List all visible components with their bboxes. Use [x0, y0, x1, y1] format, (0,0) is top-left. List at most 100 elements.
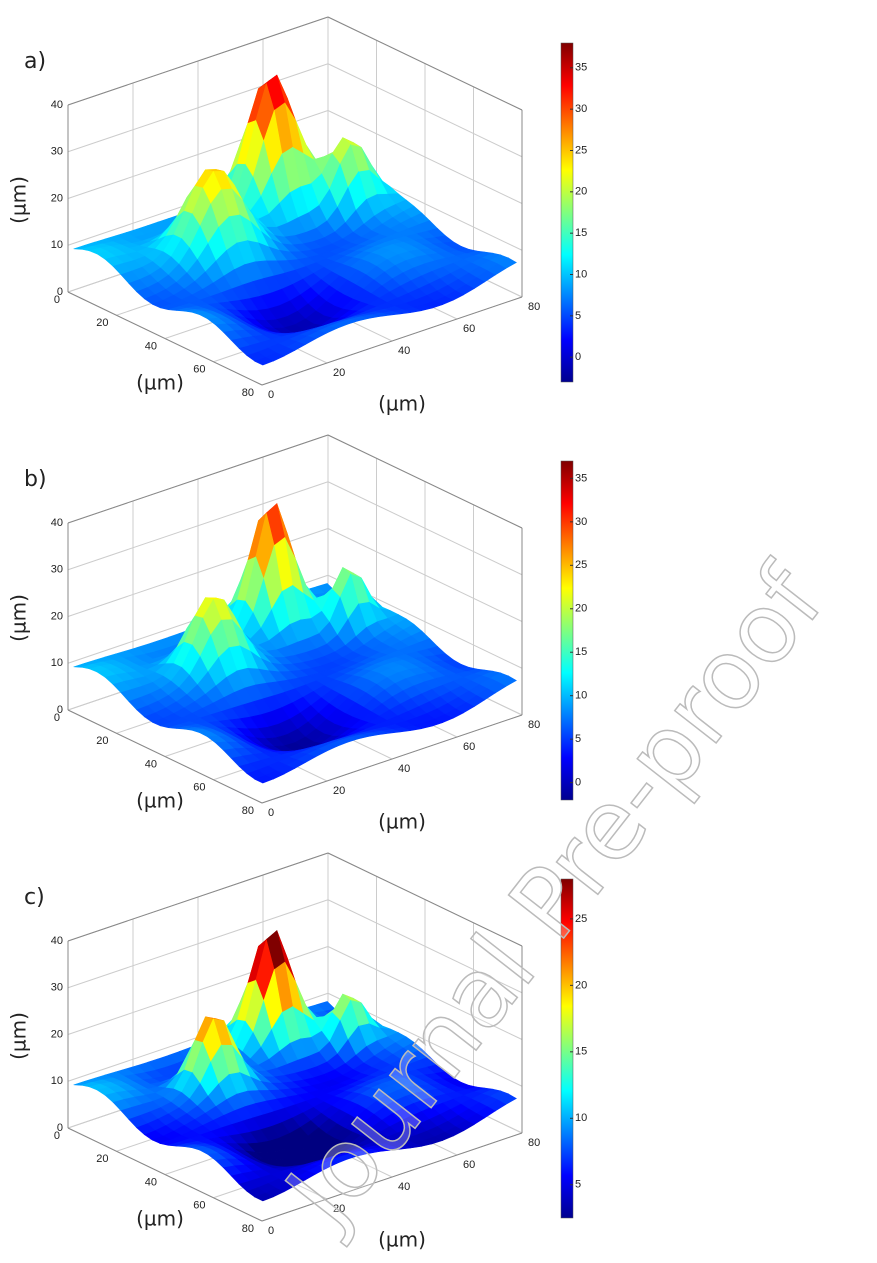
colorbar-tick-label: 35 [575, 62, 587, 74]
axis-line [261, 714, 523, 804]
colorbar-tick-label: 0 [575, 351, 581, 363]
z-tick-label: 40 [51, 517, 63, 529]
axis-line [327, 434, 523, 529]
x-tick-label: 60 [193, 1200, 205, 1212]
z-tick-label: 30 [51, 564, 63, 576]
colorbar-tick-label: 15 [575, 227, 587, 239]
colorbar-tick-label: 10 [575, 268, 587, 280]
x-axis-label: (µm) [136, 371, 184, 395]
z-tick-label: 20 [51, 1028, 63, 1040]
colorbar-tick-label: 30 [575, 516, 587, 528]
colorbar-tick-label: 5 [575, 733, 581, 745]
colorbar-tick-label: 20 [575, 979, 587, 991]
y-tick-label: 40 [398, 763, 410, 775]
axis-line [67, 1127, 263, 1222]
x-tick-label: 40 [145, 340, 157, 352]
x-tick-label: 0 [54, 712, 60, 724]
y-tick-label: 0 [268, 807, 274, 819]
y-tick-label: 40 [398, 1181, 410, 1193]
surface-patch [254, 1192, 275, 1202]
x-tick-label: 60 [193, 782, 205, 794]
axis-line [67, 291, 263, 386]
colorbar-tick-label: 20 [575, 603, 587, 615]
colorbar-tick-label: 25 [575, 559, 587, 571]
axis-line [67, 16, 329, 106]
colorbar-tick-label: 30 [575, 103, 587, 115]
colorbar [560, 878, 574, 1219]
y-tick-label: 0 [268, 1225, 274, 1237]
surface [73, 930, 517, 1202]
z-tick-label: 0 [57, 704, 63, 716]
y-tick-label: 0 [268, 389, 274, 401]
colorbar-tick-label: 20 [575, 186, 587, 198]
axis-line [327, 852, 523, 947]
axis-line [67, 709, 263, 804]
axis-line [67, 852, 329, 942]
panel-label: a) [24, 49, 46, 74]
colorbar-tick-label: 15 [575, 1046, 587, 1058]
x-axis-label: (µm) [136, 1207, 184, 1231]
y-axis-label: (µm) [378, 392, 426, 416]
y-axis-label: (µm) [378, 810, 426, 834]
x-tick-label: 80 [242, 1223, 254, 1235]
surface-patch [254, 775, 275, 784]
colorbar-tick-label: 5 [575, 1179, 581, 1191]
colorbar-tick-label: 25 [575, 913, 587, 925]
z-tick-label: 10 [51, 657, 63, 669]
z-tick-label: 10 [51, 1075, 63, 1087]
z-axis-label: (µm) [7, 176, 31, 224]
colorbar-tick-label: 10 [575, 690, 587, 702]
y-tick-label: 20 [333, 367, 345, 379]
y-tick-label: 60 [463, 741, 475, 753]
surface [73, 74, 517, 366]
x-tick-label: 80 [242, 387, 254, 399]
z-axis-label: (µm) [7, 1012, 31, 1060]
x-tick-label: 40 [145, 758, 157, 770]
x-tick-label: 80 [242, 805, 254, 817]
y-tick-label: 60 [463, 1159, 475, 1171]
surface-plot: 0 10 20 30 40 0 20 40 60 80 0 20 40 60 80 0 5 10 15 20 25 30 3… [7, 16, 587, 416]
y-axis-label: (µm) [378, 1228, 426, 1252]
z-tick-label: 0 [57, 286, 63, 298]
z-tick-label: 30 [51, 146, 63, 158]
y-tick-label: 80 [528, 719, 540, 731]
colorbar-tick-label: 35 [575, 472, 587, 484]
panel-label: b) [24, 467, 47, 492]
colorbar-tick-label: 5 [575, 310, 581, 322]
x-tick-label: 20 [96, 1153, 108, 1165]
y-tick-label: 40 [398, 345, 410, 357]
colorbar [560, 42, 574, 383]
z-tick-label: 30 [51, 982, 63, 994]
x-tick-label: 0 [54, 294, 60, 306]
surface-plot: 0 10 20 30 40 0 20 40 60 80 0 20 40 60 80 0 5 10 15 20 25 30 3… [7, 434, 587, 834]
y-tick-label: 20 [333, 785, 345, 797]
z-tick-label: 20 [51, 610, 63, 622]
y-tick-label: 80 [528, 301, 540, 313]
axis-line [261, 296, 523, 386]
z-axis-label: (µm) [7, 594, 31, 642]
z-tick-label: 40 [51, 99, 63, 111]
axis-line [327, 16, 523, 111]
x-tick-label: 40 [145, 1176, 157, 1188]
x-tick-label: 20 [96, 735, 108, 747]
z-tick-label: 40 [51, 935, 63, 947]
y-tick-label: 80 [528, 1137, 540, 1149]
x-tick-label: 0 [54, 1130, 60, 1142]
panel-label: c) [24, 885, 45, 910]
z-tick-label: 0 [57, 1122, 63, 1134]
y-tick-label: 60 [463, 323, 475, 335]
colorbar-tick-label: 25 [575, 144, 587, 156]
x-axis-label: (µm) [136, 789, 184, 813]
x-tick-label: 20 [96, 317, 108, 329]
colorbar-tick-label: 10 [575, 1112, 587, 1124]
axis-line [67, 434, 329, 524]
z-tick-label: 20 [51, 192, 63, 204]
colorbar-tick-label: 0 [575, 777, 581, 789]
z-tick-label: 10 [51, 239, 63, 251]
surface-patch [254, 357, 275, 366]
axis-line [261, 1132, 523, 1222]
surface [73, 503, 517, 784]
y-tick-label: 20 [333, 1203, 345, 1215]
surface-plot: 0 10 20 30 40 0 20 40 60 80 0 20 40 60 80 5 10 15 20 25 c) (µ… [7, 852, 587, 1252]
